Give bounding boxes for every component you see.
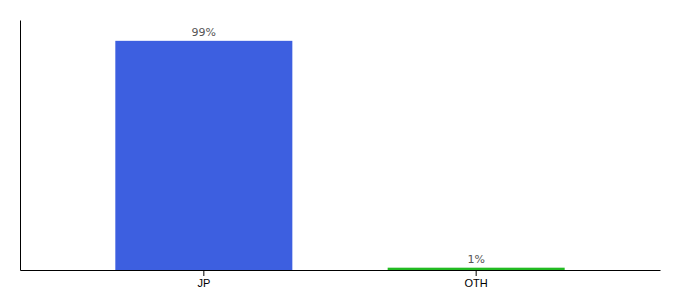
x-tick: JP xyxy=(197,270,210,289)
bars xyxy=(115,41,564,270)
x-tick-label: OTH xyxy=(465,277,488,289)
x-axis-line xyxy=(21,270,661,271)
bar xyxy=(115,41,292,270)
bar xyxy=(388,268,565,270)
y-axis-line xyxy=(20,21,21,271)
x-tick-mark xyxy=(203,270,204,276)
x-tick-label: JP xyxy=(197,277,210,289)
data-label: 99% xyxy=(192,26,216,39)
plot: JP OTH 99% 1% xyxy=(21,21,661,289)
y-axis xyxy=(20,21,21,271)
x-tick-mark xyxy=(476,270,477,276)
x-tick: OTH xyxy=(465,270,488,289)
data-label: 1% xyxy=(467,253,484,266)
x-axis: JP OTH xyxy=(21,270,661,289)
chart: JP OTH 99% 1% xyxy=(0,0,680,300)
data-labels: 99% 1% xyxy=(192,26,485,266)
